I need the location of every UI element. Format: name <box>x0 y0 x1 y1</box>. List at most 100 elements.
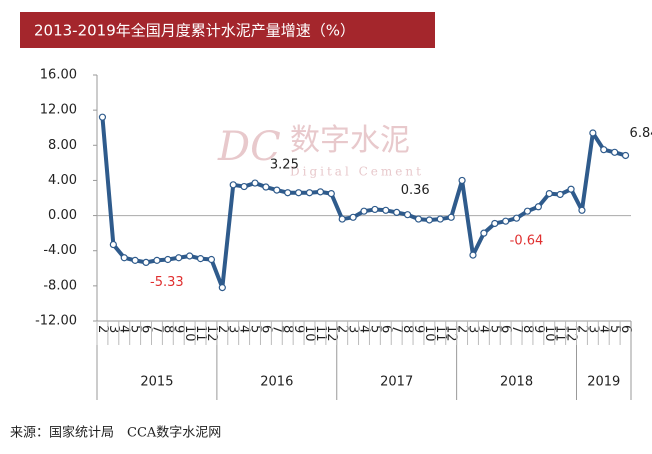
data-point <box>186 252 194 260</box>
x-tick-label: 8 <box>160 325 175 333</box>
data-point <box>578 206 586 214</box>
data-point <box>207 255 216 264</box>
data-point <box>589 129 597 137</box>
x-tick-label: 6 <box>378 325 393 333</box>
x-tick-label: 11 <box>433 325 448 342</box>
x-tick-label: 12 <box>204 325 219 342</box>
data-point <box>545 190 553 198</box>
data-point <box>273 186 281 194</box>
data-point <box>153 256 161 264</box>
x-tick-label: 5 <box>487 325 502 333</box>
x-tick-label: 5 <box>248 325 263 333</box>
x-tick-label: 10 <box>182 325 197 342</box>
data-point <box>491 219 499 228</box>
data-point <box>414 215 423 223</box>
x-tick-label: 4 <box>476 325 491 333</box>
x-tick-label: 12 <box>324 325 339 342</box>
y-tick-label: 0.00 <box>48 208 77 223</box>
data-label: -0.64 <box>510 234 544 249</box>
x-tick-label: 12 <box>444 325 459 342</box>
data-point <box>436 215 444 223</box>
group-label: 2016 <box>260 375 293 390</box>
data-point <box>611 148 619 156</box>
title-banner <box>20 12 435 48</box>
data-point <box>458 176 466 185</box>
y-tick-label: -4.00 <box>43 243 77 258</box>
data-label: 3.25 <box>270 158 299 173</box>
x-tick-label: 5 <box>367 325 382 333</box>
x-tick-label: 5 <box>607 325 622 333</box>
data-point <box>349 213 357 221</box>
data-point <box>316 188 325 196</box>
data-label: 6.84 <box>630 126 652 141</box>
x-tick-label: 4 <box>237 325 252 333</box>
y-tick-label: 16.00 <box>40 68 77 83</box>
data-point <box>120 254 128 262</box>
x-tick-label: 5 <box>128 325 143 333</box>
x-tick-label: 12 <box>564 325 579 342</box>
data-point <box>142 258 150 266</box>
data-point <box>567 185 575 193</box>
x-tick-label: 6 <box>498 325 513 333</box>
data-point <box>371 205 379 214</box>
x-tick-label: 4 <box>596 325 611 333</box>
data-label: -5.33 <box>150 275 184 290</box>
data-point <box>284 189 292 197</box>
x-tick-label: 11 <box>553 325 568 342</box>
x-tick-label: 2 <box>574 325 589 333</box>
data-point <box>251 179 259 187</box>
x-tick-label: 6 <box>139 325 154 333</box>
data-point <box>382 206 390 214</box>
x-tick-label: 3 <box>346 325 361 333</box>
chart-title: 2013-2019年全国月度累计水泥产量增速（%） <box>34 22 355 40</box>
data-point <box>621 151 630 160</box>
y-tick-label: 4.00 <box>48 173 77 188</box>
x-tick-label: 6 <box>618 325 633 333</box>
data-point <box>175 254 183 262</box>
data-point <box>480 229 488 237</box>
data-point <box>240 182 248 191</box>
x-tick-label: 9 <box>531 325 546 333</box>
data-point <box>393 208 401 217</box>
x-tick-label: 8 <box>280 325 295 333</box>
data-point <box>164 255 172 264</box>
x-tick-label: 2 <box>335 325 350 333</box>
x-tick-label: 10 <box>542 325 557 342</box>
x-tick-label: 7 <box>389 325 404 333</box>
data-point <box>556 190 564 199</box>
data-point <box>403 211 412 219</box>
x-tick-label: 9 <box>291 325 306 333</box>
data-point <box>305 189 314 197</box>
x-tick-label: 7 <box>149 325 164 333</box>
data-point <box>512 214 521 222</box>
data-point <box>295 189 303 197</box>
watermark: Digital Cement <box>290 165 424 179</box>
x-tick-label: 3 <box>226 325 241 333</box>
source: 来源：国家统计局 CCA数字水泥网 <box>10 425 221 441</box>
data-point <box>447 213 455 221</box>
x-tick-label: 8 <box>520 325 535 333</box>
data-point <box>109 240 117 249</box>
x-tick-label: 11 <box>313 325 328 342</box>
data-point <box>218 284 226 292</box>
x-tick-label: 6 <box>258 325 273 333</box>
group-label: 2018 <box>500 375 533 390</box>
data-point <box>360 207 368 215</box>
x-tick-label: 10 <box>422 325 437 342</box>
x-tick-label: 8 <box>400 325 415 333</box>
x-tick-label: 9 <box>171 325 186 333</box>
y-tick-label: -12.00 <box>35 314 77 329</box>
x-tick-label: 3 <box>465 325 480 333</box>
x-tick-label: 7 <box>509 325 524 333</box>
watermark: 数字水泥 <box>290 123 410 158</box>
data-label: 0.36 <box>401 183 430 198</box>
data-point <box>502 217 510 225</box>
data-point <box>425 216 433 224</box>
data-point <box>534 203 542 211</box>
x-tick-label: 3 <box>106 325 121 333</box>
data-point <box>600 146 608 154</box>
x-tick-label: 7 <box>269 325 284 333</box>
data-point <box>469 251 477 259</box>
x-tick-label: 2 <box>215 325 230 333</box>
